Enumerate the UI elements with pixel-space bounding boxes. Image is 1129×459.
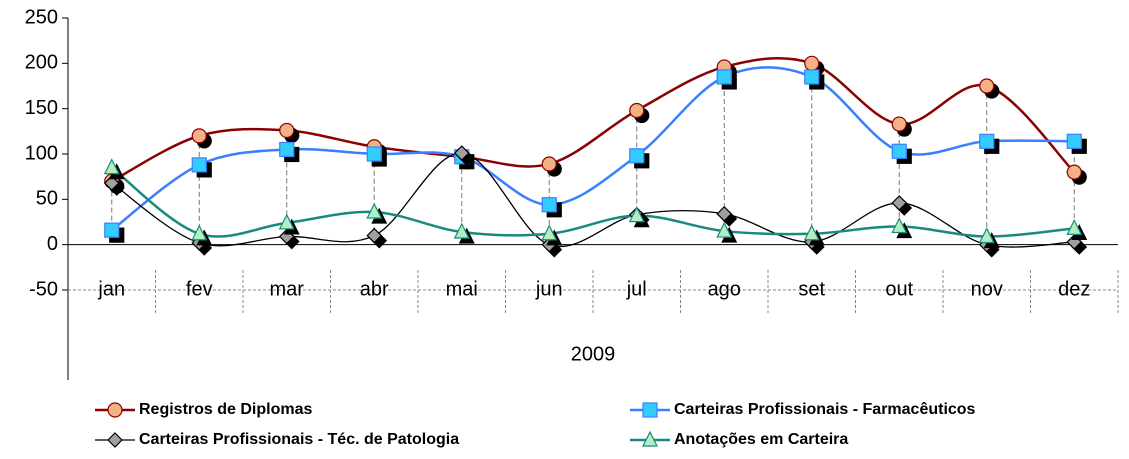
marker xyxy=(279,141,295,158)
marker xyxy=(453,145,470,161)
y-tick-label: 50 xyxy=(36,188,58,210)
x-tick-label: abr xyxy=(360,278,389,300)
marker xyxy=(716,205,733,222)
marker xyxy=(629,102,645,119)
y-tick-label: 150 xyxy=(25,97,58,119)
marker xyxy=(716,221,733,238)
marker xyxy=(541,156,557,172)
marker xyxy=(1066,219,1083,235)
marker xyxy=(278,213,295,230)
marker xyxy=(453,222,470,239)
legend-text: Carteiras Profissionais - Farmacêuticos xyxy=(674,401,976,418)
series-line xyxy=(110,166,1075,238)
marker xyxy=(541,197,557,213)
marker xyxy=(541,224,558,241)
marker xyxy=(1066,164,1082,180)
marker xyxy=(1066,133,1082,149)
marker xyxy=(278,228,295,245)
legend-text: Carteiras Profissionais - Téc. de Patolo… xyxy=(139,431,459,448)
marker xyxy=(979,133,995,149)
marker xyxy=(628,206,645,223)
marker xyxy=(107,432,123,448)
marker xyxy=(979,78,995,94)
marker xyxy=(891,195,908,211)
marker xyxy=(891,217,908,234)
marker xyxy=(103,175,120,191)
x-tick-label: mar xyxy=(270,278,305,300)
marker xyxy=(642,430,658,447)
marker xyxy=(107,402,123,418)
marker xyxy=(191,224,208,241)
x-tick-label: out xyxy=(885,278,913,300)
marker xyxy=(366,146,382,162)
marker xyxy=(103,158,120,175)
x-tick-label: jun xyxy=(535,278,563,300)
y-tick-label: 0 xyxy=(47,233,58,255)
marker xyxy=(891,116,907,132)
marker xyxy=(716,69,732,85)
marker xyxy=(366,227,383,244)
marker xyxy=(1066,234,1083,250)
series-line xyxy=(111,66,1075,232)
marker xyxy=(629,148,645,164)
y-tick-label: 100 xyxy=(25,142,58,164)
x-tick-label: jan xyxy=(97,278,125,300)
x-tick-label: ago xyxy=(708,278,741,300)
x-tick-label: jul xyxy=(626,278,647,300)
marker xyxy=(541,236,558,253)
marker xyxy=(279,122,295,139)
x-tick-label: set xyxy=(798,278,825,300)
marker xyxy=(978,227,995,244)
y-tick-label: -50 xyxy=(29,278,58,300)
marker xyxy=(104,222,120,238)
legend-text: Registros de Diplomas xyxy=(139,401,312,418)
marker xyxy=(804,55,820,71)
marker xyxy=(191,157,207,173)
marker xyxy=(642,402,658,418)
series-line xyxy=(111,56,1076,183)
marker xyxy=(366,202,383,219)
legend-text: Anotações em Carteira xyxy=(674,431,848,448)
marker xyxy=(803,224,820,241)
y-tick-label: 250 xyxy=(25,6,58,28)
marker xyxy=(804,69,820,85)
series-line xyxy=(111,152,1075,248)
x-tick-label: nov xyxy=(971,278,1003,300)
x-tick-label: fev xyxy=(186,278,213,300)
x-tick-label: mai xyxy=(446,278,478,300)
marker xyxy=(191,128,207,144)
y-tick-label: 200 xyxy=(25,52,58,74)
x-tick-label: dez xyxy=(1058,278,1090,300)
x-group-label: 2009 xyxy=(571,343,616,365)
marker xyxy=(891,143,907,159)
